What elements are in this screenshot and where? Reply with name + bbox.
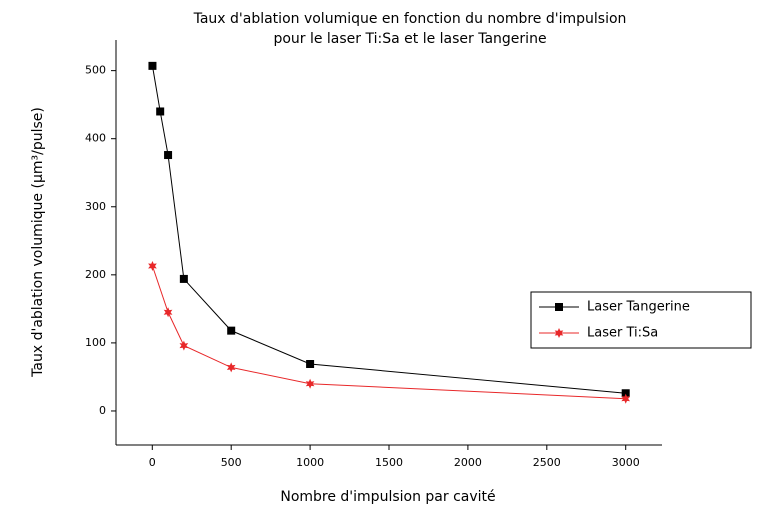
y-tick-label: 200	[85, 268, 106, 281]
data-point	[156, 107, 165, 116]
x-tick-label: 500	[221, 456, 242, 469]
legend-text: Laser Ti:Sa	[587, 326, 658, 341]
chart-title: pour le laser Ti:Sa et le laser Tangerin…	[273, 31, 546, 47]
x-tick-label: 1500	[375, 456, 403, 469]
data-point	[164, 151, 173, 160]
data-point	[305, 378, 315, 389]
data-point	[179, 340, 189, 351]
y-tick-label: 500	[85, 64, 106, 77]
y-axis-label: Taux d'ablation volumique (µm³/pulse)	[30, 107, 46, 378]
series-line	[151, 265, 626, 400]
data-point	[227, 326, 236, 335]
legend-box	[530, 291, 752, 349]
data-point	[148, 261, 157, 271]
data-point	[226, 362, 236, 373]
data-point	[179, 274, 188, 283]
x-tick-label: 2500	[533, 456, 561, 469]
y-tick-label: 400	[85, 132, 106, 145]
x-axis-label: Nombre d'impulsion par cavité	[280, 489, 495, 505]
x-tick-label: 0	[149, 456, 156, 469]
legend-text: Laser Tangerine	[587, 300, 690, 315]
y-tick-label: 100	[85, 336, 106, 349]
data-point	[306, 360, 315, 368]
data-point	[163, 307, 173, 318]
legend-marker	[554, 328, 564, 338]
data-point	[148, 61, 157, 70]
data-point	[621, 389, 630, 398]
x-tick-label: 2000	[454, 456, 482, 469]
y-tick-label: 0	[99, 404, 106, 417]
chart-title: Taux d'ablation volumique en fonction du…	[193, 11, 627, 27]
y-tick-label: 300	[85, 200, 106, 213]
x-tick-label: 3000	[612, 456, 640, 469]
legend-marker	[555, 303, 563, 311]
x-tick-label: 1000	[296, 456, 324, 469]
data-point	[621, 393, 630, 404]
